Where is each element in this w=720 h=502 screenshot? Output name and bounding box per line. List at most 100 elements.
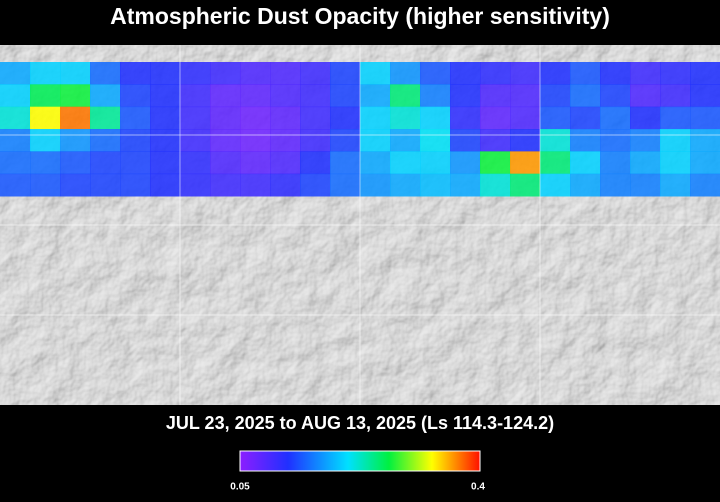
- opacity-cell: [120, 106, 151, 130]
- opacity-cell: [480, 106, 511, 130]
- opacity-cell: [390, 62, 421, 85]
- colorbar-max-label: 0.4: [471, 482, 485, 493]
- opacity-cell: [330, 129, 361, 152]
- opacity-cell: [330, 84, 361, 108]
- opacity-cell: [210, 151, 241, 175]
- opacity-cell: [90, 62, 121, 85]
- opacity-cell: [240, 84, 271, 108]
- opacity-cell: [540, 151, 571, 175]
- opacity-cell: [480, 151, 511, 175]
- opacity-cell: [450, 173, 481, 197]
- opacity-cell: [360, 151, 391, 175]
- opacity-cell: [390, 106, 421, 130]
- opacity-cell: [270, 151, 301, 175]
- opacity-cell: [0, 106, 31, 130]
- opacity-cell: [90, 151, 121, 175]
- opacity-cell: [300, 151, 331, 175]
- opacity-cell: [330, 151, 361, 175]
- opacity-cell: [570, 151, 601, 175]
- opacity-cell: [0, 62, 31, 85]
- opacity-cell: [690, 106, 720, 130]
- opacity-cell: [630, 84, 661, 108]
- opacity-cell: [570, 129, 601, 152]
- opacity-cell: [390, 84, 421, 108]
- opacity-cell: [420, 84, 451, 108]
- opacity-cell: [210, 84, 241, 108]
- opacity-cell: [150, 62, 181, 85]
- colorbar: [239, 450, 481, 472]
- opacity-cell: [90, 84, 121, 108]
- opacity-cell: [510, 84, 541, 108]
- opacity-cell: [180, 84, 211, 108]
- opacity-cell: [60, 173, 91, 197]
- opacity-cell: [480, 84, 511, 108]
- opacity-cell: [0, 84, 31, 108]
- opacity-cell: [540, 129, 571, 152]
- opacity-cell: [630, 151, 661, 175]
- colorbar-min-label: 0.05: [230, 482, 250, 493]
- opacity-cell: [300, 173, 331, 197]
- opacity-cell: [270, 173, 301, 197]
- opacity-cell: [480, 173, 511, 197]
- opacity-cell: [690, 129, 720, 152]
- opacity-cell: [240, 62, 271, 85]
- opacity-cell: [510, 173, 541, 197]
- opacity-cell: [660, 106, 691, 130]
- opacity-cell: [630, 62, 661, 85]
- opacity-cell: [510, 62, 541, 85]
- opacity-cell: [570, 106, 601, 130]
- opacity-cell: [510, 129, 541, 152]
- opacity-cell: [540, 84, 571, 108]
- opacity-cell: [600, 84, 631, 108]
- opacity-cell: [570, 173, 601, 197]
- opacity-cell: [660, 173, 691, 197]
- opacity-cell: [60, 129, 91, 152]
- opacity-cell: [30, 173, 61, 197]
- opacity-cell: [90, 173, 121, 197]
- opacity-cell: [630, 106, 661, 130]
- opacity-cell: [540, 106, 571, 130]
- opacity-cell: [690, 62, 720, 85]
- opacity-cell: [180, 62, 211, 85]
- opacity-cell: [480, 129, 511, 152]
- opacity-cell: [420, 173, 451, 197]
- opacity-cell: [60, 62, 91, 85]
- opacity-cell: [450, 106, 481, 130]
- opacity-cell: [600, 173, 631, 197]
- opacity-cell: [420, 62, 451, 85]
- opacity-cell: [240, 129, 271, 152]
- opacity-cell: [450, 62, 481, 85]
- opacity-cell: [420, 129, 451, 152]
- opacity-cell: [120, 62, 151, 85]
- opacity-cell: [300, 62, 331, 85]
- opacity-cell: [270, 62, 301, 85]
- opacity-cell: [270, 84, 301, 108]
- opacity-cell: [450, 84, 481, 108]
- opacity-cell: [510, 106, 541, 130]
- opacity-cell: [30, 129, 61, 152]
- opacity-cell: [60, 151, 91, 175]
- opacity-cell: [90, 106, 121, 130]
- opacity-cell: [420, 151, 451, 175]
- opacity-cell: [630, 173, 661, 197]
- opacity-cell: [450, 129, 481, 152]
- opacity-cell: [540, 173, 571, 197]
- opacity-cell: [360, 62, 391, 85]
- opacity-cell: [330, 62, 361, 85]
- opacity-cell: [60, 84, 91, 108]
- opacity-cell: [30, 84, 61, 108]
- opacity-cell: [660, 62, 691, 85]
- title: Atmospheric Dust Opacity (higher sensiti…: [110, 3, 610, 29]
- opacity-cell: [660, 84, 691, 108]
- opacity-cell: [120, 151, 151, 175]
- opacity-cell: [210, 129, 241, 152]
- opacity-cell: [600, 151, 631, 175]
- opacity-cell: [210, 62, 241, 85]
- opacity-cell: [660, 151, 691, 175]
- opacity-cell: [330, 173, 361, 197]
- opacity-cell: [240, 151, 271, 175]
- opacity-cell: [390, 173, 421, 197]
- opacity-cell: [300, 84, 331, 108]
- opacity-cell: [510, 151, 541, 175]
